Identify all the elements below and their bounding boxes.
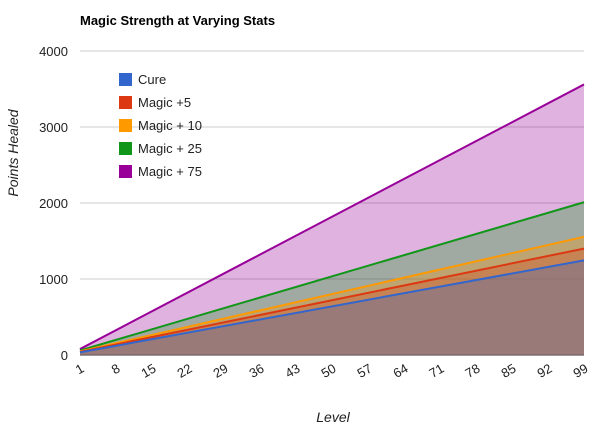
series-area	[80, 202, 584, 355]
legend-swatch	[119, 142, 132, 155]
series-line	[79, 83, 585, 350]
series-area	[80, 84, 584, 355]
series-line	[79, 259, 585, 354]
series-line	[79, 201, 585, 352]
y-tick-label: 3000	[39, 120, 68, 135]
y-tick-label: 0	[61, 348, 68, 363]
series-line	[79, 235, 585, 353]
x-tick-label: 1	[73, 361, 87, 378]
x-tick-label: 15	[138, 361, 158, 381]
chart-title: Magic Strength at Varying Stats	[80, 13, 275, 28]
x-tick-label: 57	[354, 361, 374, 381]
legend: Cure Magic +5 Magic + 10 Magic + 25 Magic + …	[119, 72, 202, 179]
y-tick-label: 4000	[39, 44, 68, 59]
x-axis-ticks: 1 8 15 22 29 36 43 50 57 64 71 78 85 92 99	[73, 361, 591, 381]
legend-label: Magic + 75	[138, 164, 202, 179]
series-lines	[79, 83, 585, 354]
x-tick-label: 36	[246, 361, 266, 381]
gridlines	[80, 50, 584, 356]
series-line	[79, 247, 585, 353]
y-axis-label: Points Healed	[5, 108, 21, 196]
legend-label: Magic + 25	[138, 141, 202, 156]
x-tick-label: 22	[174, 361, 194, 381]
x-tick-label: 71	[426, 361, 446, 381]
legend-swatch	[119, 73, 132, 86]
y-axis-ticks: 0 1000 2000 3000 4000	[39, 44, 68, 363]
x-tick-label: 8	[109, 361, 123, 378]
legend-swatch	[119, 119, 132, 132]
legend-label: Magic + 10	[138, 118, 202, 133]
legend-label: Magic +5	[138, 95, 191, 110]
y-tick-label: 1000	[39, 272, 68, 287]
x-axis-label: Level	[316, 409, 350, 425]
x-tick-label: 29	[210, 361, 230, 381]
x-tick-label: 99	[570, 361, 590, 381]
legend-label: Cure	[138, 72, 166, 87]
x-tick-label: 50	[318, 361, 338, 381]
y-tick-label: 2000	[39, 196, 68, 211]
x-tick-label: 64	[390, 361, 410, 381]
x-tick-label: 85	[498, 361, 518, 381]
legend-swatch	[119, 165, 132, 178]
x-tick-label: 78	[462, 361, 482, 381]
legend-swatch	[119, 96, 132, 109]
x-tick-label: 92	[534, 361, 554, 381]
x-tick-label: 43	[282, 361, 302, 381]
